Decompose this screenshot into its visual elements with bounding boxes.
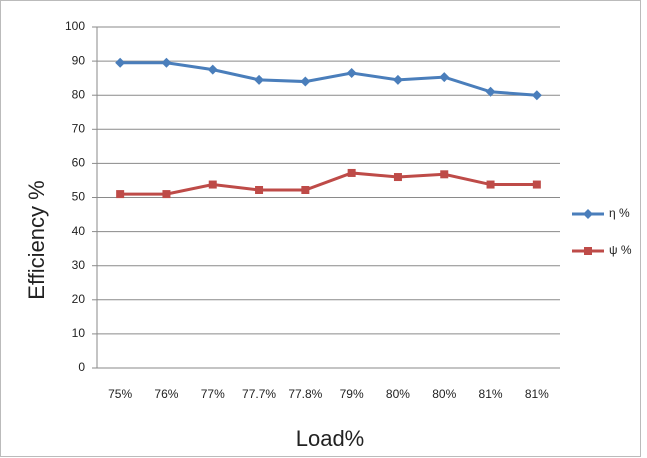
data-point [116,190,125,199]
x-tick-label: 77% [201,387,225,401]
y-tick-label: 100 [65,19,85,33]
y-tick-label: 60 [72,156,86,170]
data-point [208,180,217,189]
data-point [346,68,357,79]
x-tick-label: 81% [525,387,549,401]
data-point [161,57,172,68]
y-tick-label: 10 [72,326,86,340]
data-point [254,74,265,85]
y-tick-label: 50 [72,190,86,204]
series-line [120,171,537,196]
y-tick-label: 80 [72,87,86,101]
data-point [162,190,171,199]
data-point [347,168,356,177]
data-point [393,173,402,182]
x-tick-label: 80% [432,387,456,401]
x-tick-label: 76% [154,387,178,401]
data-point [486,180,495,189]
data-point [255,185,264,194]
data-point [207,64,218,75]
data-point [532,180,541,189]
y-tick-label: 0 [78,360,85,374]
data-point [531,90,542,101]
x-tick-label: 77.7% [242,387,276,401]
y-tick-label: 20 [72,292,86,306]
legend-marker [583,209,593,219]
legend-label: η % [609,206,630,220]
legend-label: ψ % [609,243,632,257]
x-tick-label: 81% [479,387,503,401]
data-point [392,74,403,85]
data-point [439,72,450,83]
data-point [300,76,311,87]
x-axis-title: Load% [296,426,365,451]
x-tick-label: 80% [386,387,410,401]
y-tick-label: 30 [72,258,86,272]
x-tick-label: 75% [108,387,132,401]
y-tick-label: 70 [72,121,86,135]
legend-marker [584,247,592,255]
series-line [120,61,537,97]
x-tick-label: 77.8% [288,387,322,401]
y-axis-title: Efficiency % [24,180,49,299]
data-point [485,86,496,97]
y-tick-label: 90 [72,53,86,67]
x-tick-label: 79% [340,387,364,401]
data-point [440,170,449,179]
y-tick-label: 40 [72,224,86,238]
data-point [301,185,310,194]
data-point [115,57,126,68]
